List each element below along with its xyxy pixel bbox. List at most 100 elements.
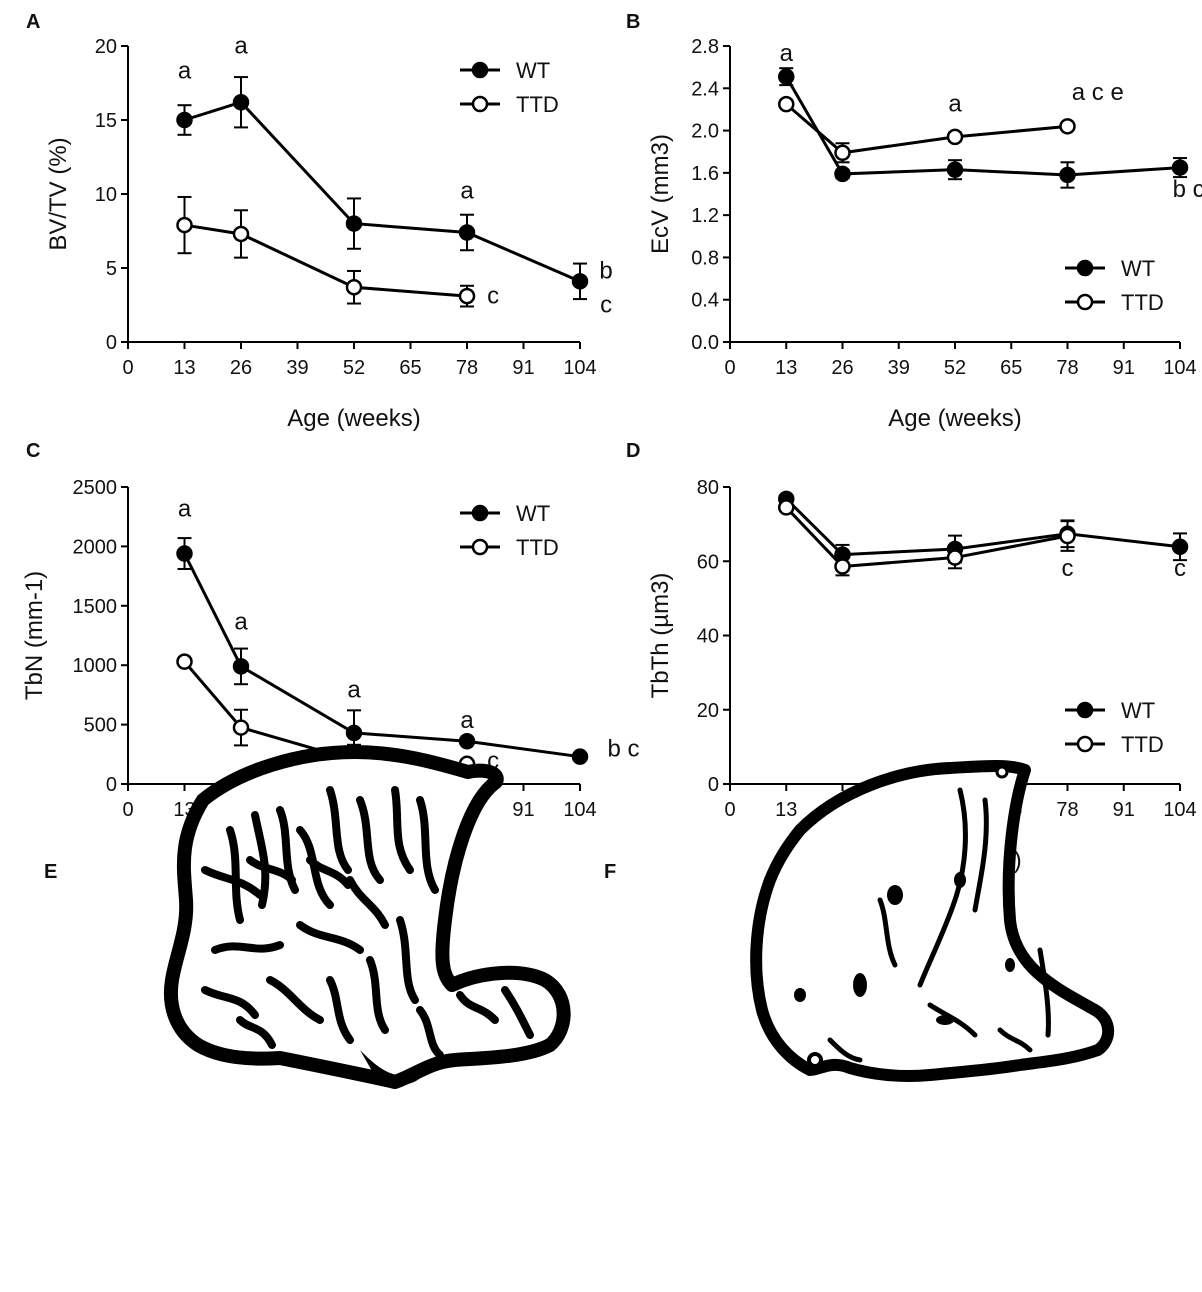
data-point-wt: [571, 273, 589, 290]
significance-letter: a: [948, 91, 962, 118]
y-tick-label: 10: [95, 184, 117, 206]
legend-marker-ttd: [471, 95, 489, 113]
data-point-wt: [946, 161, 964, 178]
significance-letter: c: [600, 291, 612, 318]
data-point-ttd: [176, 216, 193, 234]
data-point-ttd: [834, 558, 851, 575]
x-tick-label: 104: [1163, 357, 1196, 379]
x-tick-label: 13: [173, 357, 195, 379]
data-point-wt: [1171, 538, 1189, 556]
y-tick-label: 1000: [73, 655, 118, 677]
significance-letter: a: [178, 58, 192, 85]
x-tick-label: 65: [399, 357, 421, 379]
significance-letter: b c: [607, 736, 639, 763]
panel-label-f: F: [604, 861, 616, 883]
y-tick-label: 5: [106, 258, 117, 280]
x-tick-label: 0: [122, 799, 133, 821]
panel-label-d: D: [626, 440, 640, 462]
significance-letter: b: [599, 257, 612, 284]
y-tick-label: 1.6: [691, 163, 719, 185]
panel-label-c: C: [26, 440, 40, 462]
x-tick-label: 52: [944, 357, 966, 379]
y-axis-label: TbN (mm-1): [21, 571, 48, 700]
data-point-wt: [1171, 159, 1189, 176]
series-line-wt: [184, 100, 581, 283]
data-point-wt: [232, 658, 250, 675]
y-tick-label: 0.8: [691, 247, 719, 269]
y-axis-label: TbTh (µm3): [647, 573, 674, 699]
x-tick-label: 78: [1056, 799, 1078, 821]
significance-letter: b c: [1173, 176, 1202, 203]
legend-marker-wt: [1076, 701, 1094, 719]
y-tick-label: 0.0: [691, 332, 719, 354]
data-point-wt: [778, 68, 795, 85]
significance-letter: c: [487, 283, 499, 310]
data-point-wt: [458, 224, 476, 241]
x-tick-label: 0: [122, 357, 133, 379]
series-line-ttd: [785, 506, 1068, 568]
series-line-ttd: [184, 223, 468, 298]
x-tick-label: 26: [230, 357, 252, 379]
data-point-wt: [176, 545, 193, 562]
legend-label-wt: WT: [516, 58, 550, 83]
y-tick-label: 80: [697, 477, 719, 499]
y-axis-label: BV/TV (%): [45, 137, 72, 250]
legend-label-wt: WT: [516, 501, 550, 526]
data-point-ttd: [345, 278, 363, 296]
chart-bvtv: 0 13 26 39 52 65 78 91 104 0 5 10 15 20 Age (weeks) BV/…: [45, 32, 613, 432]
x-axis-label: Age (weeks): [287, 405, 420, 432]
y-tick-label: 2.8: [691, 36, 719, 58]
x-tick-label: 78: [456, 357, 478, 379]
x-tick-label: 65: [1000, 357, 1022, 379]
significance-letter: a: [460, 177, 474, 204]
x-tick-label: 26: [831, 357, 853, 379]
data-point-ttd: [176, 653, 193, 670]
data-point-ttd: [778, 95, 795, 113]
y-tick-label: 20: [697, 700, 719, 722]
legend-marker-ttd: [471, 538, 489, 556]
data-point-ttd: [946, 549, 964, 566]
legend-marker-wt: [471, 61, 489, 79]
data-point-ttd: [232, 719, 250, 736]
legend-label-ttd: TTD: [516, 535, 559, 560]
data-point-ttd: [232, 225, 250, 243]
x-tick-label: 78: [1056, 357, 1078, 379]
series-line-wt: [785, 497, 1181, 557]
y-tick-label: 60: [697, 551, 719, 573]
x-tick-label: 91: [512, 799, 534, 821]
microct-image-wt: [164, 745, 571, 1089]
y-tick-label: 0: [106, 774, 117, 796]
panel-label-a: A: [26, 11, 40, 33]
y-tick-label: 40: [697, 626, 719, 648]
x-tick-label: 0: [724, 357, 735, 379]
y-tick-label: 2000: [73, 536, 118, 558]
significance-letter: c: [1062, 555, 1074, 582]
y-tick-label: 15: [95, 110, 117, 132]
data-point-wt: [834, 165, 851, 183]
y-tick-label: 1500: [73, 596, 118, 618]
y-tick-label: 500: [84, 715, 117, 737]
y-tick-label: 2.0: [691, 121, 719, 143]
legend-label-wt: WT: [1121, 256, 1155, 281]
chart-ecv: 0 13 26 39 52 65 78 91 104 0.0 0.4 0.8 1.2 1.6 2.0 2.4 2…: [647, 36, 1202, 432]
data-point-wt: [232, 93, 250, 111]
y-axis-label: EcV (mm3): [647, 134, 674, 254]
significance-letter: a: [178, 496, 192, 523]
x-tick-label: 13: [775, 799, 797, 821]
data-point-ttd: [1059, 118, 1076, 135]
panel-label-b: B: [626, 11, 640, 33]
data-point-wt: [571, 748, 589, 765]
y-tick-label: 0: [106, 332, 117, 354]
data-point-ttd: [834, 144, 851, 162]
y-tick-label: 0: [708, 774, 719, 796]
legend-label-ttd: TTD: [1121, 290, 1164, 315]
x-tick-label: 91: [1113, 799, 1135, 821]
data-point-wt: [1059, 166, 1076, 184]
legend-label-ttd: TTD: [516, 92, 559, 117]
microct-image-ttd: [750, 760, 1115, 1082]
y-tick-label: 0.4: [691, 290, 719, 312]
x-tick-label: 39: [888, 357, 910, 379]
significance-letter: a: [234, 32, 248, 59]
significance-letter: c: [1174, 555, 1186, 582]
legend-label-wt: WT: [1121, 698, 1155, 723]
